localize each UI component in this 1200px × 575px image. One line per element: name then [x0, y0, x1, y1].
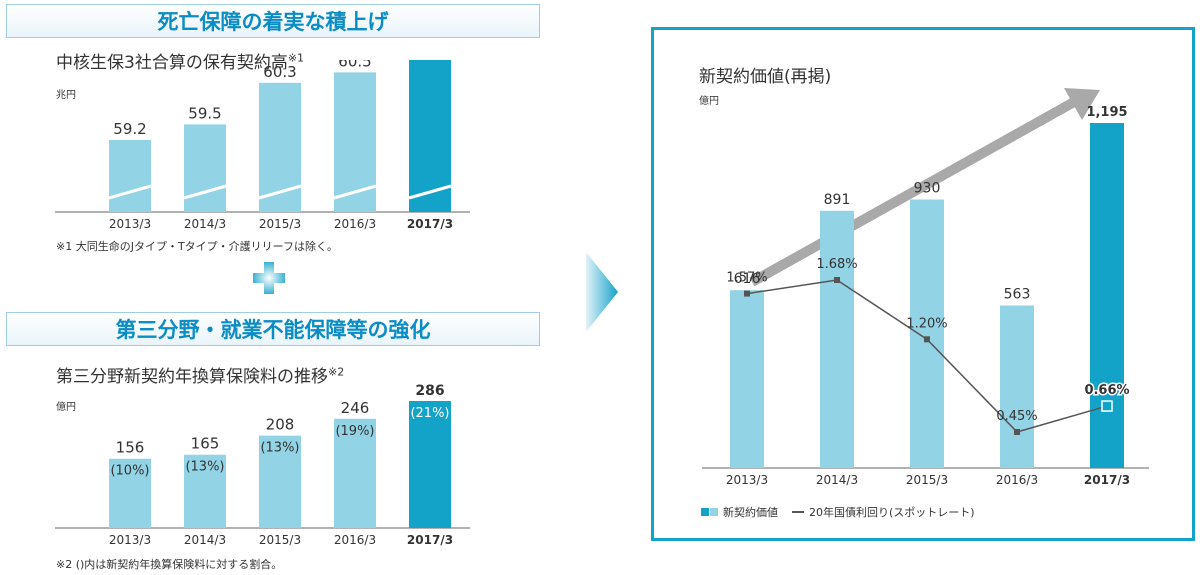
chart3-bar-value-label: 1,195	[1086, 105, 1127, 120]
chart3-tick-label: 2013/3	[726, 473, 768, 487]
chart3-trend-arrow-shaft	[749, 97, 1077, 287]
chart2-value-label: 286	[415, 383, 444, 399]
legend-bar-label: 新契約価値	[723, 506, 778, 519]
section2-banner: 第三分野・就業不能保障等の強化	[6, 312, 540, 346]
chart2-ratio-label: (10%)	[110, 464, 149, 479]
chart1-bar	[109, 140, 151, 212]
chart2-svg: 156 (10%) 2013/3 165 (13%) 2014/3 208 (13%) 2015…	[55, 383, 470, 547]
chart1-bar	[184, 124, 226, 212]
chart3-yield-point	[744, 290, 750, 297]
chart1-note: ※1 大同生命のJタイプ・Tタイプ・介護リリーフは除く。	[56, 240, 339, 253]
chart3-yield-label: 1.20%	[906, 316, 947, 331]
chart1-tick-label: 2014/3	[184, 217, 226, 231]
chart2-tick-label: 2017/3	[407, 533, 453, 547]
chart2-bar	[334, 418, 376, 528]
plus-icon	[253, 262, 285, 294]
chart2-unit: 億円	[56, 402, 76, 413]
chart2-bar	[109, 458, 151, 528]
chart1-axis-break	[183, 184, 227, 200]
chart2-bar	[259, 435, 301, 528]
chart3-tick-label: 2017/3	[1084, 473, 1130, 487]
chart3-bar-value-label: 930	[914, 181, 941, 197]
chart3-bar-value-label: 563	[1004, 286, 1031, 302]
chart3-unit: 億円	[699, 96, 719, 107]
chart3-bar	[910, 199, 944, 468]
chart1-axis-break	[408, 184, 452, 200]
chart1-value-label: 59.5	[188, 104, 221, 122]
chart3-title: 新契約価値(再掲)	[699, 67, 832, 87]
chart2-title-sup: ※2	[328, 365, 345, 379]
chart3-yield-label: 0.66%	[1084, 383, 1129, 398]
chart3-bar-value-label: 616	[734, 271, 761, 287]
chart3-trend-arrow-head	[1064, 88, 1100, 120]
chart1-unit: 兆円	[56, 90, 76, 101]
chart3-svg: 616 2013/3 891 2014/3 930 2015/3 563 2016/3 1,19…	[702, 88, 1149, 487]
chart3-tick-label: 2016/3	[996, 473, 1038, 487]
chart3-yield-point	[834, 277, 840, 283]
chart1-value-label: 60.3	[263, 63, 296, 81]
chart3-bar	[1000, 305, 1034, 468]
chart3-yield-point	[1014, 429, 1020, 435]
chart2-ratio-label: (19%)	[335, 424, 374, 439]
chart1-tick-label: 2013/3	[109, 217, 151, 231]
chart3-bar	[820, 210, 854, 468]
chart3-yield-label: 1.57%	[726, 271, 767, 286]
chart3-bar	[1090, 123, 1124, 468]
chart2-bar	[184, 454, 226, 528]
legend-line-swatch	[792, 511, 804, 513]
chart1-value-label: 59.2	[113, 120, 146, 138]
chart2-tick-label: 2016/3	[334, 533, 376, 547]
chart2-ratio-label: (13%)	[260, 441, 299, 456]
chart1-tick-label: 2015/3	[259, 217, 301, 231]
chart2-title: 第三分野新契約年換算保険料の推移※2	[56, 362, 344, 387]
chart2-ratio-label: (13%)	[185, 460, 224, 475]
chart2-ratio-label: (21%)	[410, 406, 449, 421]
chart3-bar-value-label: 891	[824, 192, 851, 208]
legend-line-label: 20年国債利回り(スポットレート)	[809, 506, 975, 519]
chart1-tick-label: 2016/3	[334, 217, 376, 231]
chart3-yield-label: 0.45%	[996, 409, 1037, 424]
chart2-tick-label: 2013/3	[109, 533, 151, 547]
chart1-title: 中核生保3社合算の保有契約高※1	[56, 48, 304, 73]
chart1-title-sup: ※1	[287, 51, 305, 65]
chart1-value-label: 60.5	[338, 60, 371, 70]
chart2-value-label: 246	[341, 399, 370, 417]
chart1-title-text: 中核生保3社合算の保有契約高	[56, 53, 288, 73]
legend-bar-swatch-light	[710, 508, 718, 516]
chart3-tick-label: 2014/3	[816, 473, 858, 487]
chart2-value-label: 156	[116, 439, 145, 457]
chart1-axis-break	[333, 184, 377, 200]
chart2-note: ※2 ()内は新契約年換算保険料に対する割合。	[56, 558, 283, 571]
new-business-value-panel: 新契約価値(再掲) 億円 616 2013/3 891 2014/3 930 2015/3…	[651, 27, 1195, 541]
chart3-bar	[730, 290, 764, 468]
section1-banner: 死亡保障の着実な積上げ	[6, 4, 540, 38]
chart1-axis-break	[258, 184, 302, 200]
chart3-yield-point	[1101, 400, 1113, 412]
chart2-tick-label: 2014/3	[184, 533, 226, 547]
chart3-legend: 新契約価値 20年国債利回り(スポットレート)	[701, 504, 975, 520]
chart2-bar	[409, 401, 451, 528]
chart3-yield-label: 1.68%	[816, 257, 857, 272]
chart2-value-label: 165	[191, 435, 220, 453]
chart1-axis-break	[108, 184, 152, 200]
chart2-tick-label: 2015/3	[259, 533, 301, 547]
chart2-value-label: 208	[266, 416, 295, 434]
chart1-tick-label: 2017/3	[407, 217, 453, 231]
chevron-right-icon	[586, 252, 618, 332]
chart1-svg: 59.2 2013/3 59.5 2014/3 60.3 2015/3 60.5 2016/3…	[55, 60, 470, 231]
chart3-yield-point	[924, 336, 930, 343]
chart3-tick-label: 2015/3	[906, 473, 948, 487]
legend-bar-swatch-dark	[701, 508, 709, 516]
chart2-title-text: 第三分野新契約年換算保険料の推移	[56, 367, 328, 387]
